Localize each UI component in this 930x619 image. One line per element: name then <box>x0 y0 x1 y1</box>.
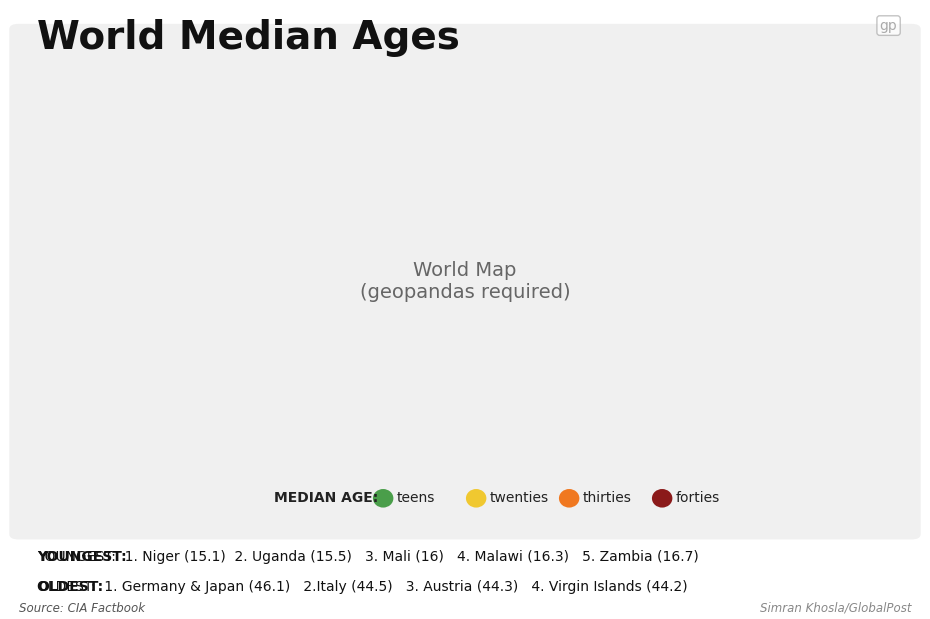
Text: MEDIAN AGE:: MEDIAN AGE: <box>274 491 379 505</box>
Text: OLDEST:  1. Germany & Japan (46.1)   2.Italy (44.5)   3. Austria (44.3)   4. Vir: OLDEST: 1. Germany & Japan (46.1) 2.Ital… <box>37 580 688 594</box>
Text: YOUNGEST:  1. Niger (15.1)  2. Uganda (15.5)   3. Mali (16)   4. Malawi (16.3)  : YOUNGEST: 1. Niger (15.1) 2. Uganda (15.… <box>37 550 699 564</box>
Text: twenties: twenties <box>490 491 550 505</box>
Text: World Map
(geopandas required): World Map (geopandas required) <box>360 261 570 302</box>
Text: OLDEST:: OLDEST: <box>37 580 103 594</box>
Text: Simran Khosla/GlobalPost: Simran Khosla/GlobalPost <box>760 602 911 615</box>
Text: teens: teens <box>397 491 435 505</box>
Text: Source: CIA Factbook: Source: CIA Factbook <box>19 602 144 615</box>
Text: World Median Ages: World Median Ages <box>37 19 460 56</box>
FancyBboxPatch shape <box>9 24 921 539</box>
Text: gp: gp <box>880 19 897 33</box>
Text: YOUNGEST:: YOUNGEST: <box>37 550 126 564</box>
Text: forties: forties <box>676 491 721 505</box>
Text: thirties: thirties <box>583 491 632 505</box>
